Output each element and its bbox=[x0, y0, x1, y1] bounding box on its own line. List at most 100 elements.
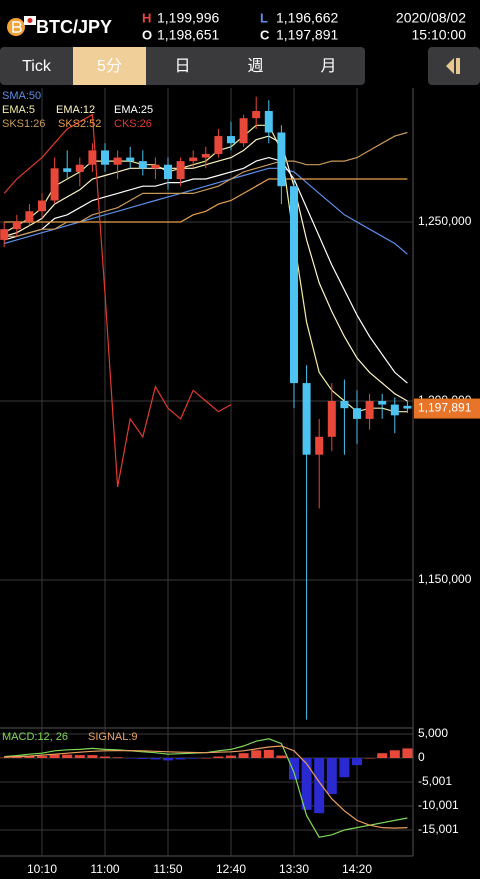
candle-body bbox=[25, 211, 34, 223]
candle-body bbox=[88, 150, 97, 165]
histogram-bar bbox=[226, 755, 236, 758]
indicator-line bbox=[4, 156, 408, 384]
candle-body bbox=[302, 383, 311, 455]
close-value: 1,197,891 bbox=[276, 27, 338, 43]
candle-body bbox=[63, 168, 72, 172]
histogram-bar bbox=[339, 757, 350, 778]
indicator-line bbox=[4, 178, 408, 223]
open-label: O bbox=[142, 27, 152, 42]
collapse-icon bbox=[446, 58, 460, 74]
histogram-bar bbox=[150, 757, 161, 760]
legend-entry: EMA:5 bbox=[2, 104, 35, 116]
histogram-bar bbox=[125, 757, 136, 759]
tab[interactable]: 日 bbox=[174, 58, 190, 75]
open-value: 1,198,651 bbox=[157, 27, 219, 43]
candle-body bbox=[38, 200, 46, 212]
x-tick-label: 12:40 bbox=[216, 862, 246, 876]
indicator-line bbox=[3, 113, 232, 488]
y-tick-label: -15,001 bbox=[418, 822, 459, 836]
tab[interactable]: 月 bbox=[320, 58, 336, 75]
tab[interactable]: 5分 bbox=[97, 57, 122, 75]
candle-body bbox=[201, 153, 210, 158]
candle-body bbox=[126, 157, 135, 162]
histogram-bar bbox=[112, 757, 123, 758]
histogram-bar bbox=[213, 756, 224, 758]
candle-body bbox=[378, 401, 387, 405]
last-price-bg bbox=[414, 398, 480, 419]
coin-glyph bbox=[12, 21, 22, 33]
candle-body bbox=[239, 118, 248, 144]
histogram-bar bbox=[137, 757, 148, 759]
candle-body bbox=[353, 408, 361, 419]
histogram-bar bbox=[276, 755, 287, 758]
candle-body bbox=[12, 222, 21, 230]
histogram-bar bbox=[188, 757, 199, 759]
histogram-bar bbox=[175, 757, 186, 760]
candle-body bbox=[50, 168, 59, 201]
histogram-bar bbox=[326, 757, 337, 794]
histogram-bar bbox=[377, 753, 388, 758]
candle-body bbox=[214, 136, 223, 154]
y-tick-label: 1,150,000 bbox=[418, 572, 472, 586]
candle-body bbox=[340, 401, 349, 409]
x-tick-label: 11:00 bbox=[90, 862, 119, 876]
symbol: BTC/JPY bbox=[36, 17, 112, 37]
candle-body bbox=[75, 164, 84, 172]
histogram-bar bbox=[200, 757, 211, 759]
close-label: C bbox=[260, 27, 270, 42]
legend-entry: SKS2:52 bbox=[58, 118, 101, 130]
legend-entry: SMA:50 bbox=[2, 90, 41, 102]
y-tick-label: -10,001 bbox=[418, 798, 459, 812]
tab[interactable]: 週 bbox=[247, 57, 263, 75]
candle-body bbox=[315, 436, 324, 455]
y-tick-label: 0 bbox=[418, 750, 425, 764]
histogram-bar bbox=[74, 755, 85, 758]
histogram-bar bbox=[238, 753, 249, 758]
histogram-bar bbox=[49, 754, 60, 758]
time: 15:10:00 bbox=[412, 27, 467, 43]
histogram-bar bbox=[24, 756, 35, 758]
candle-body bbox=[101, 150, 109, 165]
candle-body bbox=[164, 164, 172, 180]
histogram-bar bbox=[352, 757, 362, 766]
candle-body bbox=[252, 111, 261, 119]
candle-body bbox=[290, 186, 298, 384]
candle-body bbox=[227, 136, 235, 144]
indicator-line bbox=[4, 745, 408, 829]
x-tick-label: 11:50 bbox=[153, 862, 182, 876]
candle-body bbox=[264, 111, 273, 133]
candle-body bbox=[151, 164, 160, 169]
histogram-bar bbox=[364, 757, 375, 759]
candle-body bbox=[327, 401, 336, 437]
histogram-bar bbox=[100, 756, 110, 758]
legend-entry: EMA:25 bbox=[114, 104, 153, 116]
candle-body bbox=[403, 405, 412, 409]
histogram-bar bbox=[62, 754, 73, 758]
legend-entry: SIGNAL:9 bbox=[88, 731, 138, 743]
date: 2020/08/02 bbox=[396, 10, 466, 26]
candle-body bbox=[365, 401, 374, 419]
candle-body bbox=[176, 161, 185, 180]
histogram-bar bbox=[314, 757, 325, 814]
candle-body bbox=[390, 404, 399, 416]
histogram-bar bbox=[37, 756, 47, 758]
legend-entry: CKS:26 bbox=[114, 118, 152, 130]
flag-dot bbox=[27, 18, 33, 23]
tab[interactable]: Tick bbox=[22, 58, 52, 75]
indicator-line bbox=[4, 167, 408, 255]
y-tick-label: 5,000 bbox=[418, 726, 448, 740]
tab-active-bg bbox=[73, 47, 146, 85]
legend-entry: MACD:12, 26 bbox=[2, 731, 68, 743]
candle-body bbox=[113, 157, 122, 165]
histogram-bar bbox=[87, 755, 98, 758]
candle-body bbox=[277, 132, 286, 187]
legend-entry: SKS1:26 bbox=[2, 118, 45, 130]
histogram-bar bbox=[263, 749, 274, 758]
histogram-bar bbox=[163, 757, 173, 761]
histogram-bar bbox=[11, 757, 22, 758]
histogram-bar bbox=[301, 757, 312, 810]
x-tick-label: 13:30 bbox=[279, 862, 309, 876]
high-label: H bbox=[142, 10, 151, 25]
